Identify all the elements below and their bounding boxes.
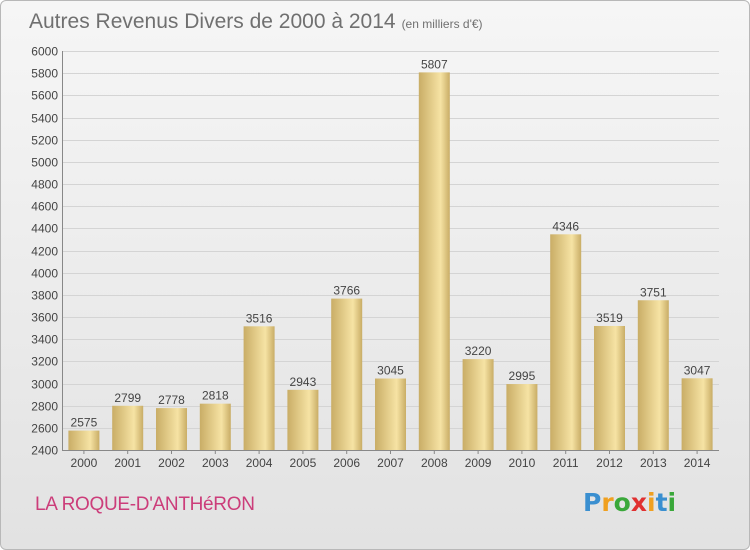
data-label-2002: 2778: [158, 393, 185, 407]
data-label-2001: 2799: [114, 391, 141, 405]
y-tick-label: 3000: [31, 378, 58, 392]
x-tick-label-2005: 2005: [290, 456, 317, 470]
proxiti-logo[interactable]: Proxiti: [583, 488, 676, 517]
data-label-2005: 2943: [290, 375, 317, 389]
y-tick-label: 5600: [31, 89, 58, 103]
data-label-2008: 5807: [421, 57, 448, 71]
bar-2012: [594, 325, 625, 450]
y-tick-label: 4600: [31, 200, 58, 214]
data-label-2012: 3519: [596, 311, 623, 325]
y-tick-label: 3800: [31, 289, 58, 303]
x-tick-label-2013: 2013: [640, 456, 667, 470]
data-label-2011: 4346: [552, 219, 579, 233]
y-tick-label: 2400: [31, 444, 58, 458]
x-tick-label-2008: 2008: [421, 456, 448, 470]
data-label-2013: 3751: [640, 285, 667, 299]
bar-2014: [681, 378, 713, 450]
y-tick-label: 4000: [31, 267, 58, 281]
bar-2000: [68, 430, 100, 450]
data-label-2014: 3047: [684, 363, 711, 377]
y-tick-label: 5200: [31, 134, 58, 148]
logo-letter: i: [647, 488, 656, 517]
bar-2001: [112, 405, 144, 450]
data-label-2003: 2818: [202, 389, 229, 403]
logo-letter: t: [655, 488, 668, 517]
logo-letter: o: [613, 488, 631, 517]
y-tick-label: 4200: [31, 245, 58, 259]
chart-title: Autres Revenus Divers de 2000 à 2014 (en …: [29, 10, 483, 34]
bar-2007: [375, 378, 406, 450]
x-tick-label-2003: 2003: [202, 456, 229, 470]
data-label-2009: 3220: [465, 344, 492, 358]
logo-letter: r: [601, 488, 614, 517]
x-tick-label-2002: 2002: [158, 456, 185, 470]
bar-2010: [506, 384, 538, 450]
y-tick-label: 5400: [31, 112, 58, 126]
bar-2006: [331, 298, 363, 450]
unit-note: (en milliers d'€): [401, 17, 483, 31]
bar-2013: [637, 300, 669, 450]
data-label-2004: 3516: [246, 311, 273, 325]
x-tick-label-2011: 2011: [553, 456, 579, 470]
bar-2002: [156, 408, 187, 450]
x-tick-label-2006: 2006: [333, 456, 360, 470]
bar-2011: [550, 234, 582, 450]
data-label-2007: 3045: [377, 364, 404, 378]
logo-letter: x: [630, 488, 647, 517]
x-tick-label-2009: 2009: [465, 456, 492, 470]
data-label-2010: 2995: [509, 369, 536, 383]
bar-2003: [199, 403, 231, 450]
y-tick-label: 3600: [31, 311, 58, 325]
x-tick-label-2010: 2010: [509, 456, 536, 470]
y-tick-label: 2600: [31, 422, 58, 436]
logo-letter: i: [667, 488, 677, 517]
bar-2005: [287, 389, 319, 450]
y-tick-label: 4400: [31, 222, 58, 236]
y-tick-label: 5800: [31, 67, 58, 81]
bar-2004: [243, 326, 275, 450]
y-tick-label: 3200: [31, 355, 58, 369]
y-tick-label: 2800: [31, 400, 58, 414]
x-tick-label-2007: 2007: [377, 456, 404, 470]
data-label-2000: 2575: [71, 416, 98, 430]
bar-2008: [418, 72, 450, 450]
x-tick-label-2001: 2001: [114, 456, 141, 470]
y-tick-label: 3400: [31, 333, 58, 347]
data-label-2006: 3766: [333, 284, 360, 298]
x-tick-label-2014: 2014: [684, 456, 711, 470]
location-label: LA ROQUE-D'ANTHéRON: [35, 494, 255, 515]
x-tick-label-2000: 2000: [71, 456, 98, 470]
x-tick-label-2004: 2004: [246, 456, 273, 470]
bar-2009: [462, 359, 494, 450]
y-tick-label: 6000: [31, 45, 58, 59]
y-tick-label: 5000: [31, 156, 58, 170]
x-tick-label-2012: 2012: [596, 456, 623, 470]
y-tick-label: 4800: [31, 178, 58, 192]
title-text: Autres Revenus Divers de 2000 à 2014: [29, 10, 396, 33]
logo-letter: P: [583, 488, 602, 517]
